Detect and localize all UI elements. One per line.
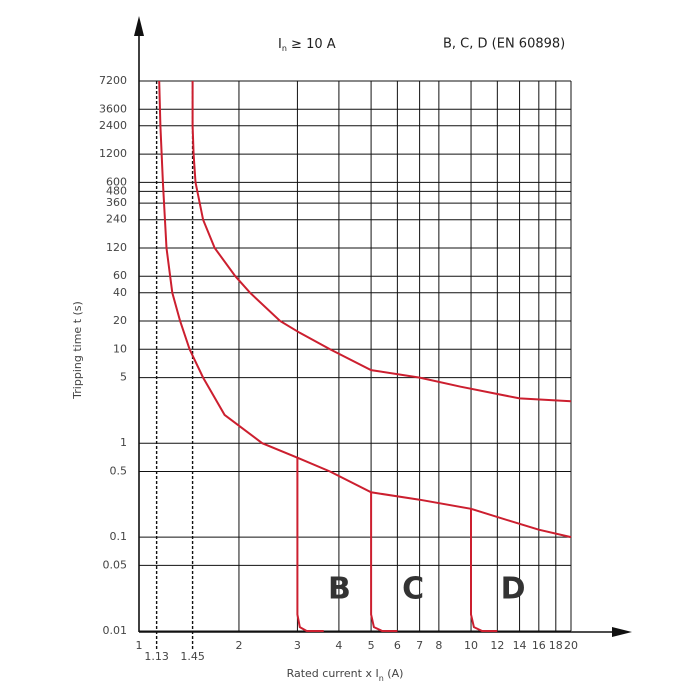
y-tick-label: 60 bbox=[113, 269, 127, 282]
x-tick-label: 10 bbox=[464, 639, 478, 652]
curve bbox=[158, 80, 572, 539]
x-label-part: Rated current x I bbox=[287, 667, 379, 680]
x-tick-label: 6 bbox=[394, 639, 401, 652]
x-tick-label: 18 bbox=[549, 639, 563, 652]
y-tick-label: 3600 bbox=[99, 102, 127, 115]
y-tick-label: 20 bbox=[113, 314, 127, 327]
y-tick-label: 600 bbox=[106, 175, 127, 188]
curve bbox=[296, 457, 324, 632]
x-tick-label: 8 bbox=[435, 639, 442, 652]
y-tick-label: 120 bbox=[106, 241, 127, 254]
x-axis-label: Rated current x In (A) bbox=[287, 667, 404, 683]
title-part: ≥ 10 A bbox=[287, 37, 336, 52]
title-right: B, C, D (EN 60898) bbox=[443, 37, 565, 52]
y-tick-label: 2400 bbox=[99, 119, 127, 132]
x-tick-label: 3 bbox=[294, 639, 301, 652]
x-tick-label: 7 bbox=[416, 639, 423, 652]
y-tick-label: 5 bbox=[120, 371, 127, 384]
y-tick-label: 10 bbox=[113, 342, 127, 355]
y-arrow bbox=[134, 16, 144, 36]
y-tick-label: 40 bbox=[113, 286, 127, 299]
y-tick-label: 480 bbox=[106, 184, 127, 197]
y-tick-label: 0.01 bbox=[103, 624, 128, 637]
curve-label: C bbox=[402, 572, 424, 607]
y-tick-label: 1 bbox=[120, 436, 127, 449]
x-tick-label: 5 bbox=[368, 639, 375, 652]
x-tick-label: 4 bbox=[335, 639, 342, 652]
x-label-sub: n bbox=[379, 674, 384, 683]
curve bbox=[191, 81, 572, 403]
marker-label: 1.45 bbox=[180, 650, 205, 663]
y-tick-label: 7200 bbox=[99, 74, 127, 87]
curve-label: D bbox=[501, 572, 526, 607]
x-tick-label: 1 bbox=[136, 639, 143, 652]
x-tick-label: 2 bbox=[235, 639, 242, 652]
x-tick-label: 16 bbox=[532, 639, 546, 652]
y-tick-label: 240 bbox=[106, 213, 127, 226]
title-part: I bbox=[278, 37, 282, 52]
x-tick-label: 14 bbox=[513, 639, 527, 652]
x-tick-label: 20 bbox=[564, 639, 578, 652]
x-arrow bbox=[612, 627, 632, 637]
title-sub: n bbox=[282, 44, 287, 53]
marker-label: 1.13 bbox=[144, 650, 169, 663]
x-tick-label: 12 bbox=[490, 639, 504, 652]
y-tick-label: 0.05 bbox=[103, 558, 128, 571]
y-tick-label: 360 bbox=[106, 196, 127, 209]
curve bbox=[370, 492, 398, 632]
y-axis-label: Tripping time t (s) bbox=[71, 301, 84, 400]
y-tick-label: 0.1 bbox=[110, 530, 128, 543]
curve-label: B bbox=[328, 572, 351, 607]
y-tick-label: 0.5 bbox=[110, 464, 128, 477]
x-label-part: (A) bbox=[384, 667, 404, 680]
title-left: In ≥ 10 A bbox=[278, 37, 336, 53]
y-tick-label: 1200 bbox=[99, 147, 127, 160]
curve bbox=[470, 508, 498, 632]
